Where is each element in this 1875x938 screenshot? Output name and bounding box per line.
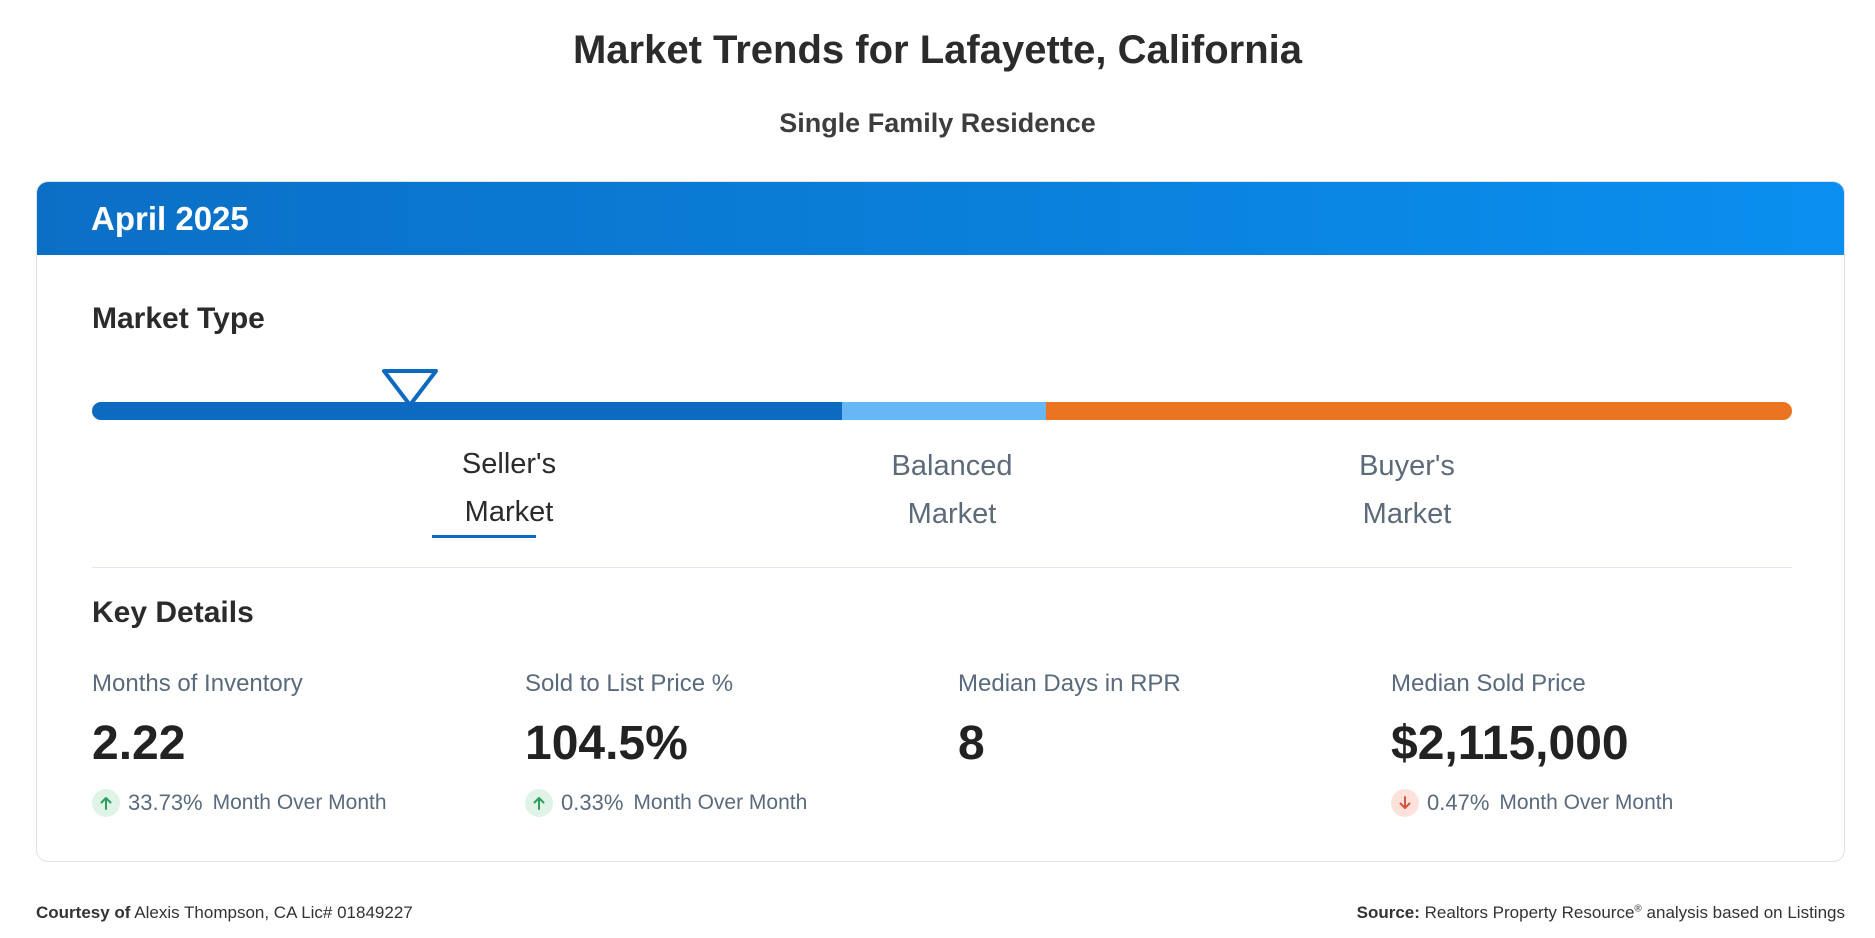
courtesy-footer: Courtesy of Alexis Thompson, CA Lic# 018… bbox=[36, 903, 413, 923]
key-details-heading: Key Details bbox=[92, 596, 254, 629]
courtesy-label: Courtesy of bbox=[36, 903, 131, 922]
seller-segment bbox=[92, 402, 842, 420]
triangle-down-marker-icon bbox=[382, 369, 438, 407]
metric-months-of-inventory: Months of Inventory 2.22 33.73% Month Ov… bbox=[92, 670, 512, 817]
change-label: Month Over Month bbox=[1499, 791, 1674, 814]
buyers-market-label: Buyer's Market bbox=[1359, 450, 1455, 530]
section-divider bbox=[92, 567, 1792, 568]
market-type-heading: Market Type bbox=[92, 302, 265, 335]
period-label: April 2025 bbox=[91, 199, 249, 237]
page-title: Market Trends for Lafayette, California bbox=[572, 28, 1303, 72]
metric-value: 104.5% bbox=[525, 717, 688, 770]
metric-label: Months of Inventory bbox=[92, 670, 303, 697]
metric-sold-to-list: Sold to List Price % 104.5% 0.33% Month … bbox=[525, 670, 945, 817]
change-label: Month Over Month bbox=[212, 791, 387, 814]
metric-median-sold-price: Median Sold Price $2,115,000 0.47% Month… bbox=[1391, 670, 1811, 817]
metric-change: 0.33% Month Over Month bbox=[525, 789, 945, 817]
sellers-market-label: Seller's Market bbox=[461, 448, 557, 528]
source-footer: Source: Realtors Property Resource® anal… bbox=[1357, 903, 1845, 923]
metric-change: 0.47% Month Over Month bbox=[1391, 789, 1811, 817]
source-rest: analysis based on Listings bbox=[1646, 903, 1845, 922]
arrow-up-icon bbox=[92, 789, 120, 817]
arrow-down-icon bbox=[1391, 789, 1419, 817]
registered-mark: ® bbox=[1634, 903, 1642, 915]
metric-value: 8 bbox=[958, 717, 985, 770]
metric-value: $2,115,000 bbox=[1391, 717, 1629, 770]
balanced-market-label: Balanced Market bbox=[891, 450, 1013, 530]
metric-label: Median Days in RPR bbox=[958, 670, 1181, 697]
source-label: Source: bbox=[1356, 903, 1420, 922]
balanced-segment bbox=[842, 402, 1046, 420]
source-text: Realtors Property Resource bbox=[1424, 903, 1635, 922]
page-subtitle: Single Family Residence bbox=[779, 108, 1096, 138]
change-percent: 33.73% bbox=[128, 790, 203, 815]
market-card: April 2025 Market Type Seller's Market B… bbox=[36, 181, 1845, 862]
metric-change: 33.73% Month Over Month bbox=[92, 789, 512, 817]
arrow-up-icon bbox=[525, 789, 553, 817]
change-percent: 0.33% bbox=[561, 790, 624, 815]
metric-label: Sold to List Price % bbox=[525, 670, 734, 697]
courtesy-text: Alexis Thompson, CA Lic# 01849227 bbox=[134, 903, 413, 922]
market-type-bar bbox=[92, 402, 1792, 420]
metric-label: Median Sold Price bbox=[1391, 670, 1586, 697]
sellers-market-underline bbox=[432, 535, 536, 538]
change-percent: 0.47% bbox=[1427, 790, 1490, 815]
metric-median-days: Median Days in RPR 8 bbox=[958, 670, 1378, 771]
card-header: April 2025 bbox=[37, 182, 1844, 255]
metric-value: 2.22 bbox=[92, 717, 186, 770]
change-label: Month Over Month bbox=[633, 791, 808, 814]
buyer-segment bbox=[1046, 402, 1792, 420]
